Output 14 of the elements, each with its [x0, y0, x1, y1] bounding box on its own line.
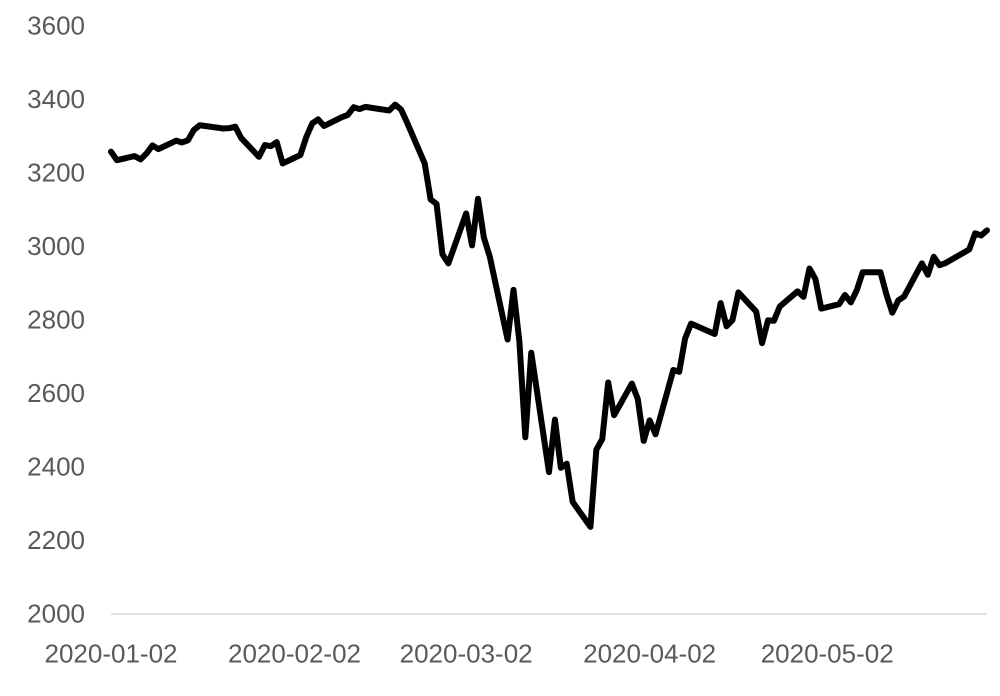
x-tick-label: 2020-03-02: [400, 638, 533, 668]
y-tick-label: 3400: [27, 84, 85, 114]
y-tick-label: 3200: [27, 157, 85, 188]
y-tick-label: 3000: [27, 230, 85, 261]
x-tick-label: 2020-01-02: [44, 638, 178, 668]
x-tick-label: 2020-05-02: [760, 638, 894, 668]
y-tick-label: 3600: [27, 10, 85, 40]
y-tick-label: 2200: [27, 524, 85, 555]
x-tick-label: 2020-02-02: [228, 638, 361, 668]
y-tick-label: 2800: [27, 304, 85, 334]
y-tick-label: 2000: [27, 598, 85, 628]
y-tick-label: 2400: [27, 451, 85, 482]
x-tick-label: 2020-04-02: [583, 638, 716, 668]
y-tick-label: 2600: [27, 378, 85, 408]
